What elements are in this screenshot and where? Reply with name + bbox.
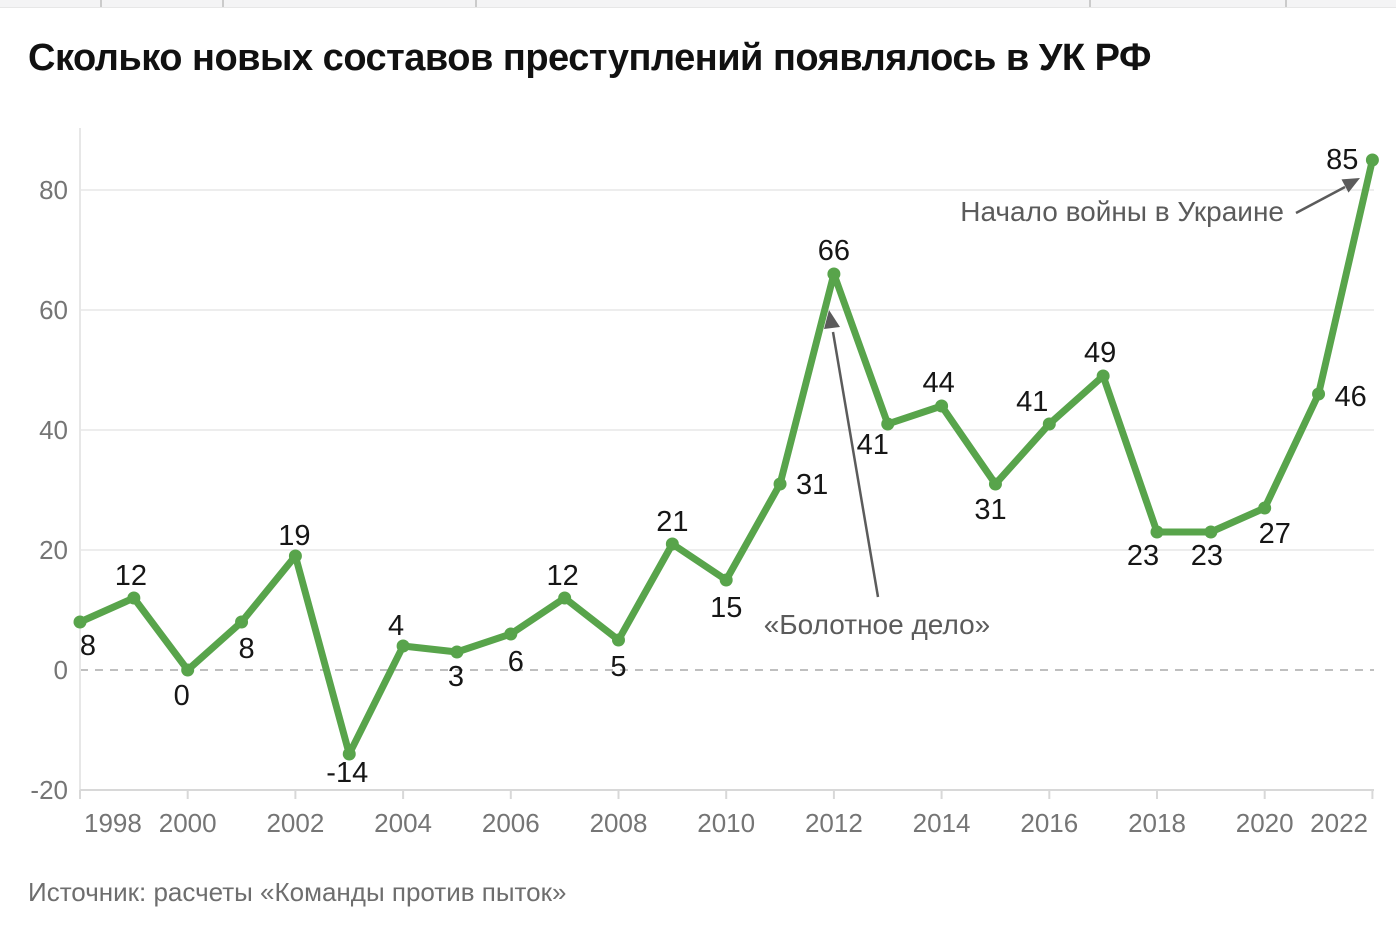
x-tick-label: 2008 (590, 808, 648, 838)
data-point (1096, 369, 1110, 383)
data-point (504, 627, 518, 641)
data-point (1204, 525, 1218, 539)
data-point-label: 0 (174, 680, 190, 712)
x-tick-label: 2016 (1020, 808, 1078, 838)
data-point (665, 537, 679, 551)
x-tick-label: 2002 (266, 808, 324, 838)
browser-tab-divider (100, 0, 102, 7)
x-tick-label: 2010 (697, 808, 755, 838)
data-point (773, 477, 787, 491)
y-tick-label: 80 (39, 175, 68, 205)
data-point (127, 591, 141, 605)
data-point-label: 49 (1084, 337, 1116, 369)
data-point (342, 747, 356, 761)
source-note: Источник: расчеты «Команды против пыток» (28, 877, 567, 907)
x-tick-label: 2004 (374, 808, 432, 838)
y-tick-label: 0 (54, 655, 68, 685)
data-point-label: 4 (388, 610, 404, 642)
data-point (235, 615, 249, 629)
data-point-label: 21 (656, 506, 688, 538)
browser-tab-divider (1089, 0, 1091, 7)
data-point (1312, 387, 1326, 401)
x-tick-label: 2000 (159, 808, 217, 838)
data-point-label: 23 (1191, 540, 1223, 572)
data-point-label: 46 (1335, 381, 1367, 413)
data-point-label: 19 (278, 520, 310, 552)
data-point (288, 549, 302, 563)
data-point-label: 44 (922, 367, 954, 399)
data-point (1365, 153, 1379, 167)
data-point-label: 8 (80, 630, 96, 662)
data-point-label: 12 (115, 560, 147, 592)
annotation-bolotnoe-arrow-line (831, 331, 880, 598)
browser-tab-divider (475, 0, 477, 7)
chart-title: Сколько новых составов преступлений появ… (28, 37, 1151, 79)
data-point (396, 639, 410, 653)
data-point-label: 66 (818, 235, 850, 267)
x-tick-label: 2012 (805, 808, 863, 838)
browser-tab-divider (222, 0, 224, 7)
x-tick-label: 2020 (1236, 808, 1294, 838)
data-point-label: 41 (1016, 386, 1048, 418)
y-tick-label: 60 (39, 295, 68, 325)
x-tick-label: 2018 (1128, 808, 1186, 838)
annotation-war-label: Начало войны в Украине (960, 196, 1284, 227)
line-series (76, 156, 1376, 758)
annotation-war-arrow-line (1295, 185, 1346, 215)
data-point-label: 41 (857, 429, 889, 461)
data-point (881, 417, 895, 431)
data-point (719, 573, 733, 587)
data-point (181, 663, 195, 677)
data-point-label: 85 (1326, 144, 1358, 176)
data-point-label: 31 (974, 494, 1006, 526)
data-point (1150, 525, 1164, 539)
data-point (827, 267, 841, 281)
data-point (988, 477, 1002, 491)
browser-chrome-strip (0, 0, 1396, 8)
y-tick-label: -20 (30, 775, 68, 805)
data-point-label: 15 (710, 592, 742, 624)
data-point-label: 12 (547, 560, 579, 592)
annotation-bolotnoe-arrowhead (824, 310, 840, 329)
data-point-label: 8 (238, 633, 254, 665)
data-point (612, 633, 625, 647)
annotation-war-arrowhead (1341, 178, 1360, 193)
y-tick-label: 20 (39, 535, 68, 565)
data-point-label: 5 (610, 651, 626, 683)
x-tick-label: 1998 (84, 808, 142, 838)
browser-tab-divider (1285, 0, 1287, 7)
data-point-label: -14 (326, 757, 368, 789)
data-point (1258, 501, 1272, 515)
data-point (1042, 417, 1056, 431)
x-tick-label: 2006 (482, 808, 540, 838)
data-point-label: 23 (1127, 540, 1159, 572)
x-tick-label: 2022 (1310, 808, 1368, 838)
data-point (73, 615, 87, 629)
data-point-label: 31 (796, 469, 828, 501)
data-point (558, 591, 572, 605)
data-point-label: 6 (508, 646, 524, 678)
data-point-label: 3 (448, 661, 464, 693)
y-tick-label: 40 (39, 415, 68, 445)
data-point (450, 645, 464, 659)
data-point (935, 399, 949, 413)
annotation-bolotnoe-label: «Болотное дело» (764, 609, 991, 640)
x-tick-label: 2014 (913, 808, 971, 838)
data-point-label: 27 (1259, 518, 1291, 550)
